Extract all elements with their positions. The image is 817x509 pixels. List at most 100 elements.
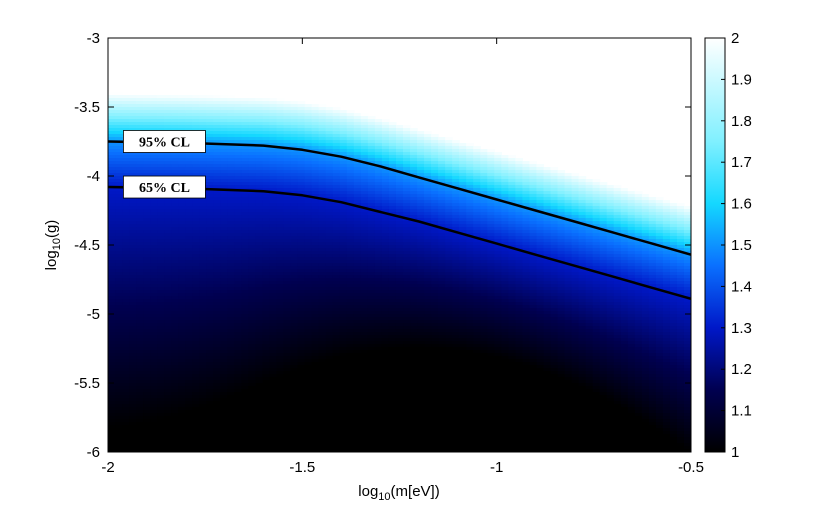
heatmap-cell	[403, 131, 411, 135]
heatmap-cell	[213, 176, 221, 180]
heatmap-cell	[388, 203, 397, 207]
heatmap-cell	[150, 119, 158, 123]
heatmap-cell	[206, 428, 214, 432]
heatmap-cell	[297, 152, 306, 156]
heatmap-cell	[297, 398, 306, 402]
heatmap-cell	[234, 431, 243, 435]
heatmap-cell	[304, 413, 313, 417]
heatmap-cell	[122, 296, 130, 300]
heatmap-cell	[346, 176, 355, 180]
heatmap-cell	[311, 401, 320, 405]
heatmap-cell	[136, 350, 144, 354]
heatmap-cell	[129, 326, 137, 330]
heatmap-cell	[395, 422, 404, 426]
heatmap-cell	[374, 404, 383, 408]
heatmap-cell	[255, 233, 264, 237]
heatmap-cell	[213, 323, 221, 327]
heatmap-cell	[213, 359, 221, 363]
heatmap-cell	[220, 305, 229, 309]
heatmap-cell	[241, 395, 250, 399]
heatmap-cell	[395, 224, 404, 228]
heatmap-cell	[262, 119, 271, 123]
heatmap-cell	[290, 125, 299, 129]
heatmap-cell	[269, 323, 278, 327]
heatmap-cell	[248, 305, 257, 309]
heatmap-cell	[157, 95, 165, 99]
heatmap-cell	[185, 329, 193, 333]
heatmap-cell	[325, 209, 334, 213]
heatmap-cell	[403, 167, 411, 171]
heatmap-cell	[227, 263, 236, 267]
heatmap-cell	[241, 245, 250, 249]
heatmap-cell	[381, 404, 390, 408]
heatmap-cell	[220, 308, 229, 312]
heatmap-cell	[283, 284, 292, 288]
heatmap-cell	[143, 197, 151, 201]
heatmap-cell	[185, 428, 193, 432]
heatmap-cell	[290, 407, 299, 411]
heatmap-cell	[360, 149, 369, 153]
heatmap-cell	[136, 410, 144, 414]
heatmap-cell	[311, 266, 320, 270]
heatmap-cell	[346, 140, 355, 144]
heatmap-cell	[353, 374, 362, 378]
heatmap-cell	[339, 368, 348, 372]
heatmap-cell	[129, 260, 137, 264]
heatmap-cell	[403, 212, 411, 216]
heatmap-cell	[234, 203, 243, 207]
heatmap-cell	[339, 371, 348, 375]
heatmap-cell	[374, 269, 383, 273]
heatmap-cell	[206, 446, 214, 450]
heatmap-cell	[318, 401, 327, 405]
heatmap-cell	[185, 101, 193, 105]
heatmap-cell	[346, 227, 355, 231]
heatmap-cell	[178, 116, 186, 120]
heatmap-cell	[234, 173, 243, 177]
heatmap-cell	[269, 113, 278, 117]
heatmap-cell	[108, 284, 116, 288]
heatmap-cell	[122, 392, 130, 396]
heatmap-cell	[129, 242, 137, 246]
heatmap-cell	[178, 374, 186, 378]
heatmap-cell	[115, 227, 123, 231]
heatmap-cell	[227, 167, 236, 171]
heatmap-cell	[108, 419, 116, 423]
heatmap-cell	[220, 392, 229, 396]
heatmap-cell	[311, 398, 320, 402]
heatmap-cell	[388, 419, 397, 423]
heatmap-cell	[115, 428, 123, 432]
heatmap-cell	[143, 98, 151, 102]
heatmap-cell	[304, 266, 313, 270]
heatmap-cell	[374, 386, 383, 390]
heatmap-cell	[332, 416, 341, 420]
heatmap-cell	[269, 254, 278, 258]
heatmap-cell	[360, 281, 369, 285]
heatmap-cell	[325, 431, 334, 435]
heatmap-cell	[255, 164, 264, 168]
heatmap-cell	[262, 440, 271, 444]
heatmap-cell	[318, 137, 327, 141]
heatmap-cell	[171, 161, 179, 165]
heatmap-cell	[388, 146, 397, 150]
heatmap-cell	[360, 158, 369, 162]
heatmap-cell	[318, 164, 327, 168]
heatmap-cell	[157, 257, 165, 261]
heatmap-cell	[290, 179, 299, 183]
heatmap-cell	[150, 107, 158, 111]
heatmap-cell	[269, 281, 278, 285]
heatmap-cell	[115, 143, 123, 147]
heatmap-cell	[178, 368, 186, 372]
heatmap-cell	[388, 227, 397, 231]
heatmap-cell	[199, 260, 207, 264]
heatmap-cell	[388, 320, 397, 324]
heatmap-cell	[157, 371, 165, 375]
heatmap-cell	[136, 101, 144, 105]
heatmap-cell	[374, 233, 383, 237]
heatmap-cell	[403, 329, 411, 333]
heatmap-cell	[276, 98, 285, 102]
heatmap-cell	[108, 338, 116, 342]
heatmap-cell	[283, 137, 292, 141]
heatmap-cell	[192, 341, 200, 345]
heatmap-cell	[206, 275, 214, 279]
